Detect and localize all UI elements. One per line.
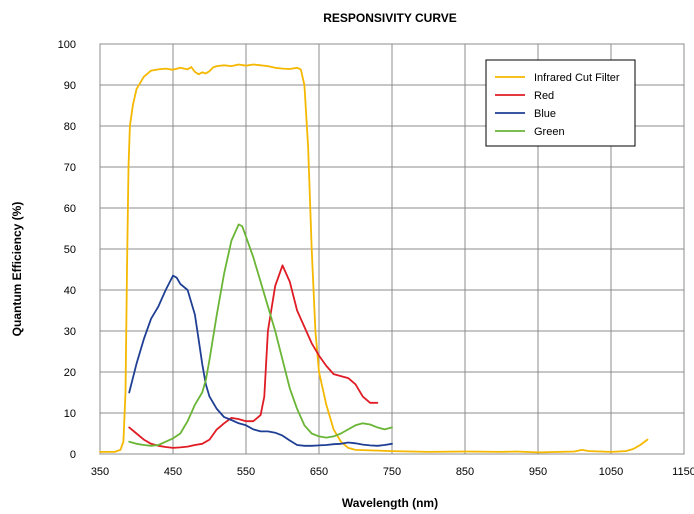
x-tick-label: 1050: [599, 466, 623, 478]
y-tick-label: 0: [70, 449, 76, 461]
grid: [99, 43, 685, 455]
y-axis-title: Quantum Efficiency (%): [10, 202, 24, 337]
y-tick-label: 70: [64, 162, 76, 174]
y-axis-ticks: 0 10 20 30 40 50 60 70 80 90 100: [58, 39, 76, 461]
series-lines: [99, 63, 649, 454]
x-tick-label: 750: [383, 466, 401, 478]
y-tick-label: 100: [58, 39, 76, 51]
x-axis-title: Wavelength (nm): [342, 496, 438, 510]
x-tick-label: 550: [237, 466, 255, 478]
y-tick-label: 20: [64, 367, 76, 379]
y-tick-label: 80: [64, 121, 76, 133]
legend: Infrared Cut Filter Red Blue Green: [485, 59, 636, 147]
y-tick-label: 30: [64, 326, 76, 338]
x-tick-label: 950: [529, 466, 547, 478]
y-tick-label: 60: [64, 203, 76, 215]
x-tick-label: 350: [91, 466, 109, 478]
chart-title: RESPONSIVITY CURVE: [323, 11, 457, 25]
series-line-green: [128, 223, 393, 447]
x-tick-label: 450: [164, 466, 182, 478]
series-line-infrared-cut-filter: [99, 63, 649, 454]
x-tick-label: 1150: [672, 466, 694, 478]
legend-label: Blue: [534, 108, 556, 120]
legend-label: Red: [534, 90, 554, 102]
x-axis-ticks: 350 450 550 650 750 850 950 1050 1150: [91, 466, 694, 478]
y-tick-label: 40: [64, 285, 76, 297]
x-tick-label: 850: [456, 466, 474, 478]
plot-frame: [99, 43, 685, 455]
series-line-red: [128, 264, 379, 449]
legend-label: Infrared Cut Filter: [534, 72, 620, 84]
x-tick-label: 650: [310, 466, 328, 478]
series-line-blue: [128, 274, 393, 447]
y-tick-label: 50: [64, 244, 76, 256]
legend-label: Green: [534, 126, 565, 138]
y-tick-label: 90: [64, 80, 76, 92]
y-tick-label: 10: [64, 408, 76, 420]
